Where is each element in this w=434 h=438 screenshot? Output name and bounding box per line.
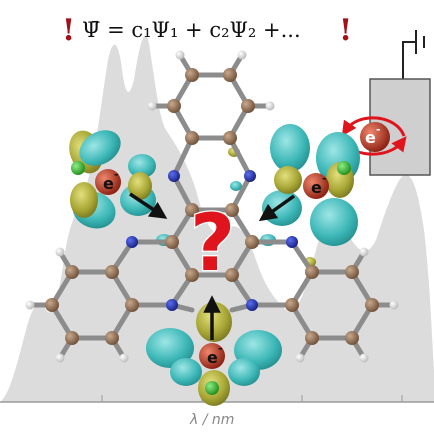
metal-center-bottom: e - xyxy=(199,295,225,395)
molecule: e - e - e - ? xyxy=(25,50,399,406)
carbon-atoms xyxy=(45,68,379,345)
nitrogen-atoms xyxy=(126,170,298,311)
left-electron-charge: - xyxy=(114,168,119,181)
bottom-electron-charge: - xyxy=(218,342,223,355)
electrode-wire xyxy=(402,41,416,80)
electrode-electron-charge: - xyxy=(376,123,381,136)
metal-center-right: e - xyxy=(258,161,351,222)
right-electron-charge: - xyxy=(322,172,327,185)
right-exclamation: ! xyxy=(339,13,352,48)
spectrum-area xyxy=(0,35,434,403)
electron-transfer-ball xyxy=(360,122,390,152)
absorption-spectrum: λ / nm xyxy=(0,35,434,428)
bottom-electron-label: e xyxy=(207,348,218,367)
question-mark: ? xyxy=(190,199,235,289)
hydrogen-atoms xyxy=(25,50,399,363)
right-arrow xyxy=(258,194,296,222)
left-arrow xyxy=(129,192,168,219)
left-electron-label: e xyxy=(103,174,114,193)
spectrum-axis-label: λ / nm xyxy=(189,412,234,428)
metal-center-left: e - xyxy=(71,161,168,219)
wavefunction-equation: ! Ψ̄ = c₁Ψ₁ + c₂Ψ₂ +... ! xyxy=(62,13,352,48)
electron-transfer-arc-top xyxy=(341,116,406,137)
equation-text: Ψ̄ = c₁Ψ₁ + c₂Ψ₂ +... xyxy=(82,18,301,42)
left-exclamation: ! xyxy=(62,13,75,48)
right-electron-label: e xyxy=(311,178,322,197)
electrode-electron-label: e xyxy=(365,128,376,147)
electrode: e - xyxy=(338,30,431,176)
